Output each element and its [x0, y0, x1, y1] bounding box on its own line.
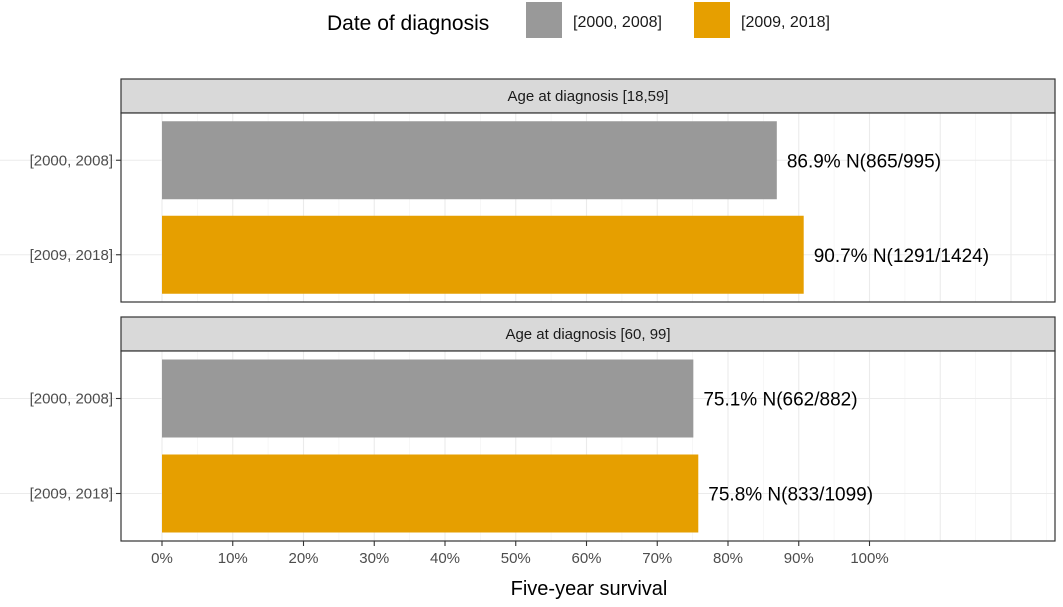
x-axis-title: Five-year survival — [511, 578, 668, 600]
facet-panel-1: Age at diagnosis [18,59] 86.9% N(865/995)… — [0, 78, 1056, 303]
legend: Date of diagnosis [2000, 2008] [2009, 20… — [327, 2, 830, 38]
bar-data-label: 90.7% N(1291/1424) — [814, 246, 989, 267]
facet-strip — [120, 78, 1056, 114]
x-tick-label: 100% — [850, 550, 888, 567]
x-tick-label: 50% — [501, 550, 531, 567]
x-tick-label: 60% — [571, 550, 601, 567]
x-tick-label: 10% — [218, 550, 248, 567]
category-label: [2009, 2018] — [30, 486, 113, 503]
bar-data-label: 75.1% N(662/882) — [703, 390, 857, 411]
panel-border — [120, 112, 1056, 303]
bar-1-1 — [162, 121, 777, 200]
x-tick-label: 20% — [288, 550, 318, 567]
x-tick-label: 40% — [430, 550, 460, 567]
bar-data-label: 86.9% N(865/995) — [787, 151, 941, 172]
facet-strip-label: Age at diagnosis [60, 99] — [505, 326, 670, 343]
x-axis: 0% 10% 20% 30% 40% 50% 60% 70% 80% 90% 100% — [151, 541, 889, 567]
legend-key-2000-2008 — [526, 2, 562, 38]
panel-border — [120, 350, 1056, 542]
category-label: [2009, 2018] — [30, 247, 113, 264]
legend-label-2000-2008: [2000, 2008] — [573, 14, 662, 31]
category-label: [2000, 2008] — [30, 391, 113, 408]
bar-data-label: 75.8% N(833/1099) — [708, 485, 873, 506]
x-tick-label: 80% — [713, 550, 743, 567]
facet-panels: Age at diagnosis [18,59] 86.9% N(865/995)… — [0, 78, 1056, 542]
x-tick-label: 90% — [784, 550, 814, 567]
bar-1-2 — [162, 215, 804, 294]
facet-strip-label: Age at diagnosis [18,59] — [508, 88, 669, 105]
x-tick-label: 30% — [359, 550, 389, 567]
facet-strip — [120, 316, 1056, 352]
bar-2-1 — [162, 359, 694, 438]
x-tick-label: 0% — [151, 550, 173, 567]
x-tick-label: 70% — [642, 550, 672, 567]
category-label: [2000, 2008] — [30, 152, 113, 169]
legend-key-2009-2018 — [694, 2, 730, 38]
legend-title: Date of diagnosis — [327, 12, 489, 35]
facet-panel-2: Age at diagnosis [60, 99] 75.1% N(662/882… — [0, 316, 1056, 542]
bar-2-2 — [162, 454, 699, 533]
legend-label-2009-2018: [2009, 2018] — [741, 14, 830, 31]
